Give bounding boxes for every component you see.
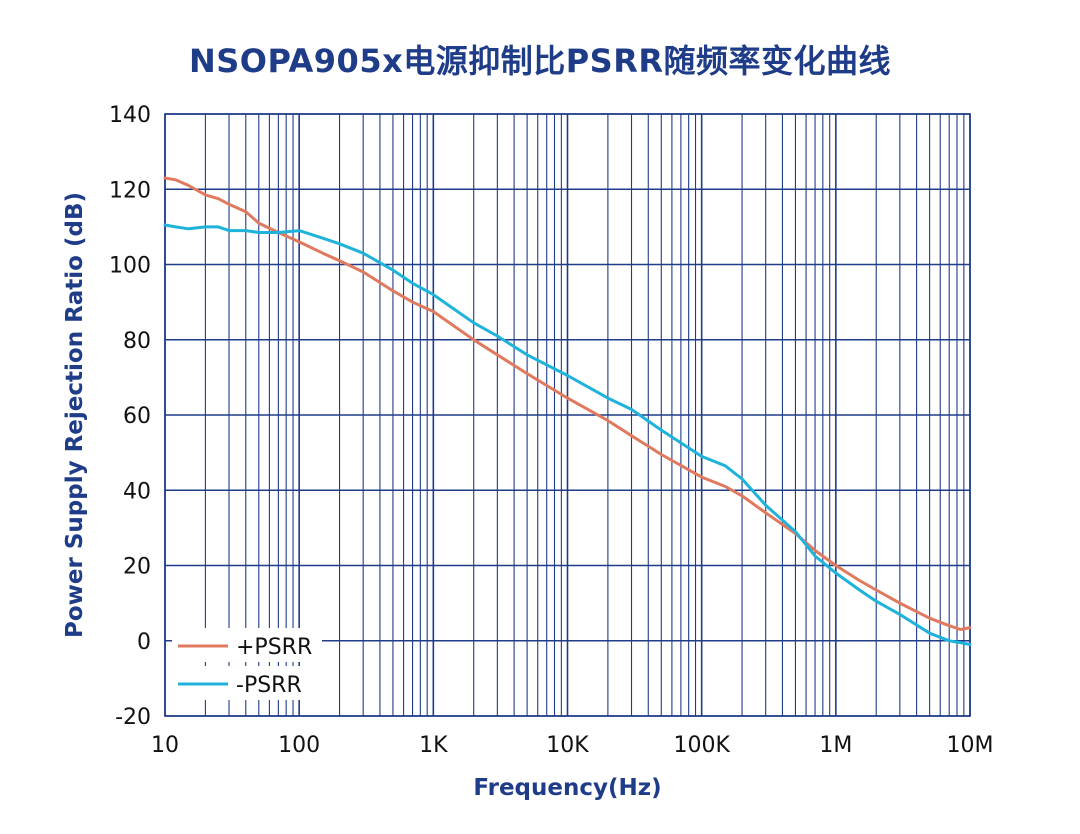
- x-tick-label: 10: [151, 733, 179, 758]
- y-tick-label: 0: [137, 630, 151, 655]
- y-tick-label: 80: [123, 329, 151, 354]
- y-tick-label: 100: [109, 254, 151, 279]
- x-tick-label: 100K: [673, 733, 730, 758]
- x-tick-label: 10K: [546, 733, 589, 758]
- legend-label: +PSRR: [236, 635, 312, 660]
- grid: [164, 113, 971, 717]
- y-tick-label: 140: [109, 103, 151, 128]
- x-tick-label: 1M: [819, 733, 852, 758]
- plot-border: [164, 113, 971, 717]
- y-tick-label: 120: [109, 178, 151, 203]
- y-tick-label: 20: [123, 555, 151, 580]
- x-tick-label: 10M: [947, 733, 994, 758]
- legend-label: -PSRR: [236, 673, 302, 698]
- x-tick-label: 1K: [419, 733, 448, 758]
- y-tick-label: -20: [115, 705, 151, 730]
- x-tick-label: 100: [278, 733, 320, 758]
- y-tick-label: 60: [123, 404, 151, 429]
- series-line-minus-psrr: [163, 223, 972, 646]
- chart-title: NSOPA905x电源抑制比PSRR随频率变化曲线: [188, 42, 892, 80]
- tick-labels: -20 0 20 40 60 80 100 120 140 10 100 1K 10K 100K 1M 10M: [109, 103, 993, 758]
- y-tick-label: 40: [123, 479, 151, 504]
- x-axis-label: Frequency(Hz): [473, 775, 661, 801]
- series-line-plus-psrr: [163, 176, 972, 631]
- y-axis-label: Power Supply Rejection Ratio (dB): [62, 192, 88, 638]
- legend: +PSRR -PSRR: [172, 628, 322, 700]
- series-lines: [163, 176, 972, 646]
